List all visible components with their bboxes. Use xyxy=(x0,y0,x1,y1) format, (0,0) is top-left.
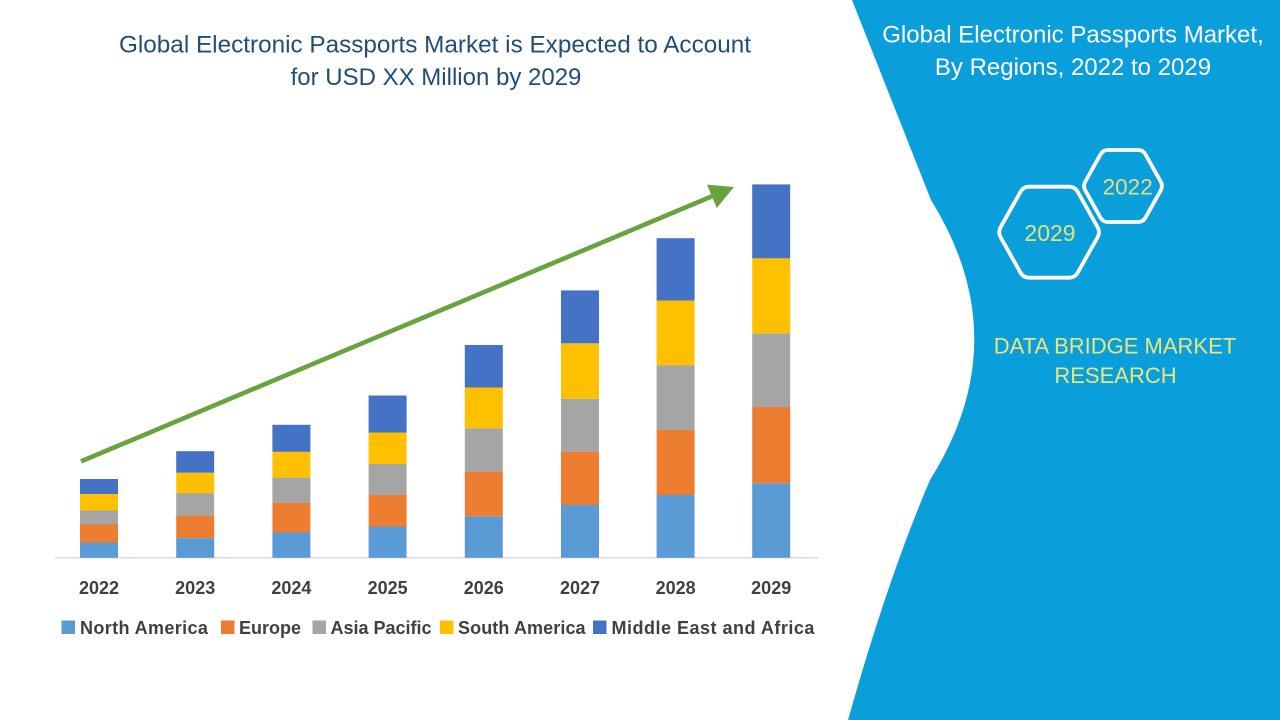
svg-text:Asia Pacific: Asia Pacific xyxy=(331,618,432,638)
svg-text:Europe: Europe xyxy=(239,618,301,638)
svg-text:2022: 2022 xyxy=(79,578,119,598)
svg-text:Global Electronic Passports Ma: Global Electronic Passports Market, xyxy=(882,22,1263,49)
svg-text:2029: 2029 xyxy=(1024,220,1075,246)
svg-text:DATA BRIDGE MARKET: DATA BRIDGE MARKET xyxy=(994,334,1236,359)
svg-text:South America: South America xyxy=(458,618,587,638)
svg-text:Middle East and Africa: Middle East and Africa xyxy=(612,618,816,638)
svg-text:By Regions, 2022 to 2029: By Regions, 2022 to 2029 xyxy=(935,54,1211,81)
svg-text:2025: 2025 xyxy=(368,578,408,598)
svg-text:2028: 2028 xyxy=(656,578,696,598)
svg-text:2023: 2023 xyxy=(175,578,215,598)
svg-text:2026: 2026 xyxy=(464,578,504,598)
svg-text:North America: North America xyxy=(80,618,209,638)
svg-text:2027: 2027 xyxy=(560,578,600,598)
svg-text:2029: 2029 xyxy=(751,578,791,598)
svg-text:for USD XX Million by 2029: for USD XX Million by 2029 xyxy=(291,64,582,91)
svg-text:RESEARCH: RESEARCH xyxy=(1054,363,1176,388)
svg-text:Global Electronic Passports Ma: Global Electronic Passports Market is Ex… xyxy=(119,31,751,58)
svg-text:2022: 2022 xyxy=(1103,174,1153,199)
svg-text:2024: 2024 xyxy=(271,578,311,598)
